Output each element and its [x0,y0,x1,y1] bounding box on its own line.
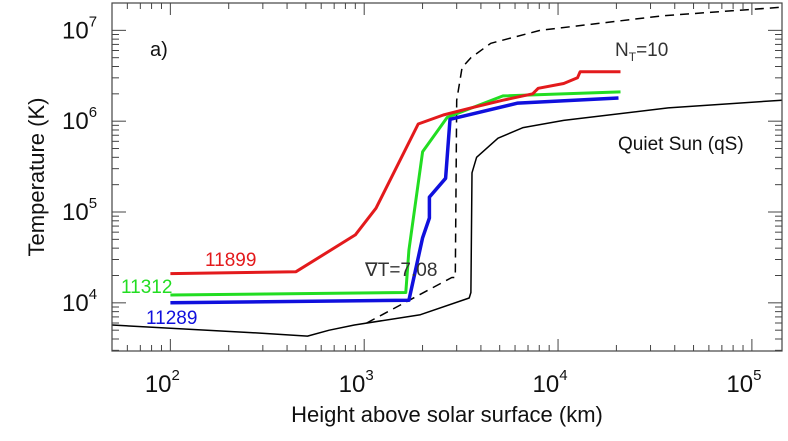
nt-main: N [615,40,629,61]
y-tick-exponent: 7 [89,13,97,30]
y-tick-label: 106 [62,104,97,135]
x-axis-title: Height above solar surface (km) [291,402,603,427]
y-tick-exponent: 6 [89,104,97,121]
annotation-11312: 11312 [121,277,172,298]
x-tick-exponent: 3 [365,367,373,384]
panel-label: a) [150,39,168,61]
x-tick-base: 10 [145,371,172,398]
x-tick-exponent: 5 [753,367,761,384]
y-tick-base: 10 [62,17,89,44]
nt-sub: T [629,50,637,64]
y-tick-label: 104 [62,286,97,317]
x-tick-label: 102 [145,367,180,398]
x-tick-exponent: 4 [559,367,567,384]
series-line-quiet-sun-qs- [111,99,783,337]
x-tick-base: 10 [339,371,366,398]
plot-frame [111,2,783,352]
y-tick-base: 10 [62,199,89,226]
annotation-quiet-sun: Quiet Sun (qS) [618,134,744,155]
annotation-gradient-t: ∇T=7.08 [364,260,437,281]
x-tick-base: 10 [533,371,560,398]
x-tick-label: 104 [533,367,568,398]
x-tick-base: 10 [726,371,753,398]
series-line-11312 [170,90,621,297]
series-line--t-7-08-nt-10 [366,6,783,324]
y-tick-exponent: 5 [89,195,97,212]
y-tick-exponent: 4 [89,286,97,303]
x-tick-exponent: 2 [172,367,180,384]
y-axis-title: Temperature (K) [24,98,49,257]
y-tick-label: 107 [62,13,97,44]
annotation-11289: 11289 [146,308,197,329]
x-tick-label: 105 [726,367,761,398]
series-lines [111,6,783,337]
series-line-11899 [170,70,621,276]
x-tick-label: 103 [339,367,374,398]
y-tick-label: 105 [62,195,97,226]
y-tick-base: 10 [62,108,89,135]
nt-rest: =10 [636,40,668,61]
annotation-nt: NT=10 [615,40,668,64]
series-line-11289 [170,96,619,305]
y-tick-base: 10 [62,290,89,317]
annotation-11899: 11899 [205,250,256,271]
